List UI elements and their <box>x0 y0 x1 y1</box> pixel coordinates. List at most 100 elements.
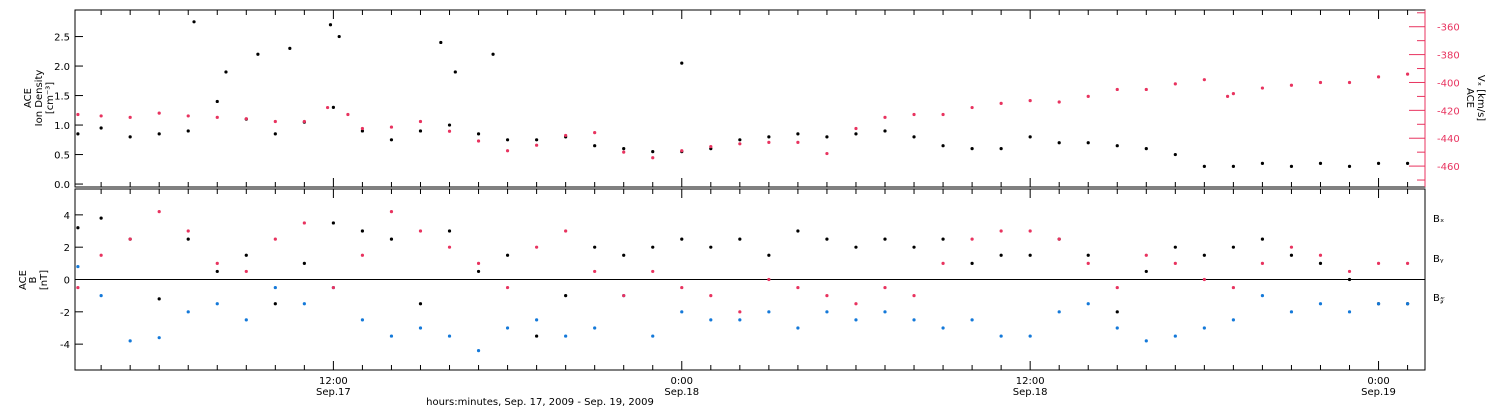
data-point <box>505 149 510 153</box>
data-point <box>1057 100 1061 104</box>
data-point <box>447 245 452 249</box>
top-panel-frame <box>74 9 1426 188</box>
data-point <box>273 302 277 306</box>
data-point <box>970 318 974 322</box>
data-point <box>564 294 568 298</box>
data-point <box>244 117 248 121</box>
data-point <box>157 132 161 136</box>
data-point <box>418 129 423 133</box>
data-point <box>1086 302 1090 306</box>
data-point <box>999 147 1003 151</box>
data-point <box>912 245 916 249</box>
data-point <box>825 294 829 298</box>
data-point <box>1376 75 1381 79</box>
b-tick-label: 0 <box>64 276 70 287</box>
data-point <box>1144 147 1148 151</box>
x-tick-label: 0:00 <box>1367 376 1389 387</box>
b-axis-unit: [nT] <box>39 270 50 290</box>
data-point <box>651 150 655 154</box>
data-point <box>1289 83 1294 87</box>
data-point <box>273 132 277 136</box>
data-point <box>709 318 713 322</box>
density-tick-label: 0.0 <box>54 180 70 191</box>
data-point <box>360 129 365 133</box>
data-point <box>302 261 306 265</box>
data-point <box>680 285 684 290</box>
x-tick-label: 12:00 <box>319 376 348 387</box>
data-point <box>1115 285 1119 290</box>
data-point <box>302 221 306 225</box>
data-point <box>1115 326 1119 330</box>
data-point <box>302 119 306 124</box>
data-point <box>854 245 858 249</box>
data-point <box>76 132 80 136</box>
data-point <box>1144 253 1148 257</box>
x-axis-title: hours:minutes, Sep. 17, 2009 - Sep. 19, … <box>426 397 654 408</box>
data-point <box>883 310 887 314</box>
data-point <box>1202 253 1206 257</box>
data-point <box>999 334 1003 338</box>
velocity-tick-label: -420 <box>1437 106 1460 117</box>
data-point <box>244 269 248 274</box>
data-point <box>1202 277 1206 282</box>
data-point <box>738 138 742 142</box>
data-point <box>709 294 713 298</box>
data-point <box>1289 164 1294 168</box>
data-point <box>215 269 219 274</box>
data-point <box>1173 152 1177 157</box>
data-point <box>767 277 771 282</box>
x-tick-label-date: Sep.19 <box>1361 387 1396 398</box>
data-point <box>418 119 423 124</box>
data-point <box>1289 253 1294 257</box>
data-point <box>1231 285 1235 290</box>
density-axis-title-1: ACE <box>23 88 34 108</box>
data-point <box>99 126 103 130</box>
data-point <box>331 285 335 290</box>
x-tick-label-date: Sep.18 <box>1013 387 1048 398</box>
data-point <box>1115 310 1119 314</box>
data-point <box>476 132 481 136</box>
data-point <box>157 336 161 340</box>
data-point <box>1347 269 1352 274</box>
data-point <box>912 112 916 117</box>
data-point <box>157 111 161 115</box>
data-point <box>256 52 260 56</box>
data-point <box>360 318 365 322</box>
data-point <box>767 135 771 139</box>
data-point <box>825 237 829 241</box>
data-point <box>1347 80 1352 85</box>
data-point <box>1318 80 1323 85</box>
x-tick-label: 0:00 <box>671 376 693 387</box>
data-point <box>1376 302 1381 306</box>
data-point <box>738 310 742 314</box>
data-point <box>941 237 945 241</box>
data-point <box>447 123 452 127</box>
data-point <box>680 149 684 153</box>
data-point <box>76 264 80 269</box>
data-point <box>389 237 394 241</box>
data-point <box>186 229 190 233</box>
data-point <box>796 285 800 290</box>
data-point <box>796 132 800 136</box>
data-point <box>337 34 341 39</box>
data-point <box>1260 237 1265 241</box>
data-point <box>1028 135 1032 139</box>
b-axis-title-2: B <box>28 276 39 283</box>
x-tick-label-date: Sep.17 <box>316 387 351 398</box>
b-tick-label: 2 <box>64 243 70 254</box>
data-point <box>244 253 248 257</box>
data-point <box>1231 164 1235 168</box>
data-point <box>593 144 597 148</box>
data-point <box>453 70 457 74</box>
data-point <box>564 133 568 138</box>
data-point <box>999 229 1003 233</box>
data-point <box>999 101 1003 105</box>
data-point <box>447 129 452 133</box>
data-point <box>1318 253 1323 257</box>
data-point <box>796 140 800 145</box>
b-axis-title-1: ACE <box>18 270 29 290</box>
data-point <box>389 138 394 142</box>
data-point <box>854 126 858 131</box>
data-point <box>535 245 539 249</box>
data-point <box>99 294 103 298</box>
